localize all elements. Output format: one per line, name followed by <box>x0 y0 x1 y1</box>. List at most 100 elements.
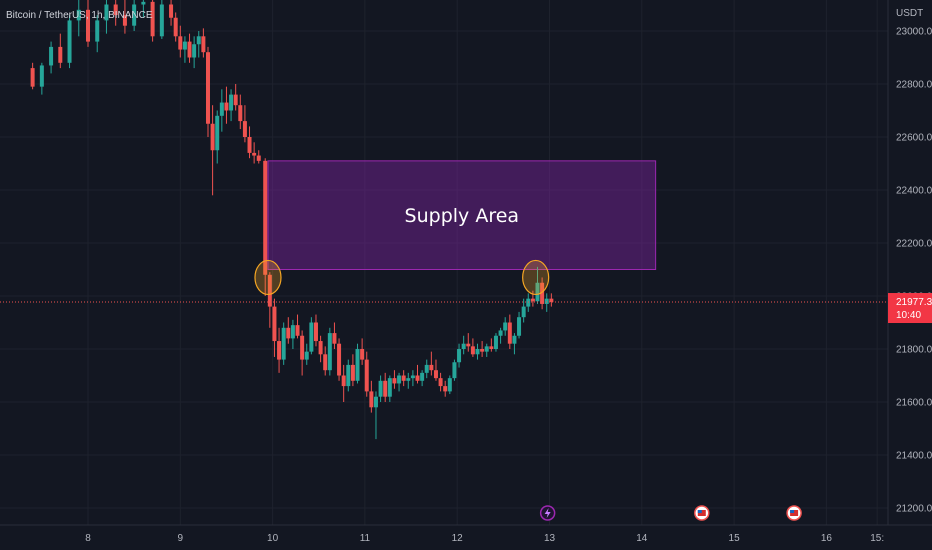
candle-body[interactable] <box>498 330 503 336</box>
candle-body[interactable] <box>443 386 448 392</box>
time-axis[interactable]: 8 9 10 11 12 13 14 15 16 15: <box>0 524 932 550</box>
candle-body[interactable] <box>346 364 351 387</box>
candle-body[interactable] <box>192 44 197 58</box>
candle-body[interactable] <box>493 335 498 349</box>
candle-body[interactable] <box>267 274 272 307</box>
candle-body[interactable] <box>480 349 485 352</box>
candle-body[interactable] <box>304 351 309 360</box>
candle-body[interactable] <box>219 102 224 116</box>
candle-body[interactable] <box>332 333 337 344</box>
candle-body[interactable] <box>457 349 462 363</box>
candle-body[interactable] <box>406 378 411 381</box>
candle-body[interactable] <box>466 343 471 347</box>
candle-body[interactable] <box>281 327 286 360</box>
candle-body[interactable] <box>489 346 494 349</box>
candle-body[interactable] <box>215 115 220 151</box>
candle-body[interactable] <box>95 20 100 42</box>
candle-body[interactable] <box>350 364 355 381</box>
candle-body[interactable] <box>503 322 508 331</box>
candle-body[interactable] <box>238 105 243 122</box>
candle-body[interactable] <box>318 341 323 355</box>
candle-body[interactable] <box>360 349 365 360</box>
candle-body[interactable] <box>300 335 305 360</box>
candle-body[interactable] <box>159 4 164 37</box>
candle-body[interactable] <box>387 378 392 397</box>
candle-body[interactable] <box>429 364 434 371</box>
candle-body[interactable] <box>104 4 109 21</box>
candle-body[interactable] <box>433 370 438 379</box>
candle-body[interactable] <box>410 375 415 379</box>
candle-body[interactable] <box>461 343 466 349</box>
candle-body[interactable] <box>295 325 300 336</box>
candle-body[interactable] <box>517 317 522 336</box>
candle-body[interactable] <box>201 36 206 53</box>
candle-body[interactable] <box>247 137 252 153</box>
candle-body[interactable] <box>327 333 332 371</box>
candle-body[interactable] <box>229 94 234 111</box>
candle-body[interactable] <box>535 282 540 302</box>
candle-body[interactable] <box>530 298 535 302</box>
candle-body[interactable] <box>141 1 146 5</box>
candle-body[interactable] <box>196 36 201 45</box>
candle-body[interactable] <box>447 378 452 392</box>
candle-body[interactable] <box>272 306 277 342</box>
candle-body[interactable] <box>337 343 342 376</box>
candle-body[interactable] <box>420 372 425 381</box>
candle-body[interactable] <box>242 121 247 137</box>
candle-body[interactable] <box>475 349 480 355</box>
candle-body[interactable] <box>67 20 72 63</box>
candle-body[interactable] <box>290 325 295 339</box>
candle-body[interactable] <box>355 349 360 381</box>
candle-body[interactable] <box>452 362 457 379</box>
candle-body[interactable] <box>150 1 155 37</box>
candle-body[interactable] <box>364 359 369 392</box>
candle-body[interactable] <box>286 327 291 339</box>
candle-body[interactable] <box>401 375 406 381</box>
candle-body[interactable] <box>256 155 261 161</box>
candle-body[interactable] <box>49 46 54 66</box>
candle-body[interactable] <box>277 341 282 360</box>
candle-body[interactable] <box>132 4 137 26</box>
candle-body[interactable] <box>369 391 374 408</box>
candle-body[interactable] <box>30 68 35 87</box>
candle-body[interactable] <box>309 322 314 352</box>
candle-body[interactable] <box>58 46 63 63</box>
candle-body[interactable] <box>512 335 517 344</box>
supply-zone[interactable]: Supply Area <box>267 160 657 271</box>
candle-body[interactable] <box>263 160 268 275</box>
candle-body[interactable] <box>549 298 554 303</box>
candle-body[interactable] <box>210 123 215 151</box>
candle-body[interactable] <box>39 65 44 87</box>
candle-body[interactable] <box>313 322 318 342</box>
supply-zone-rect[interactable] <box>267 160 657 271</box>
candles[interactable] <box>30 0 554 440</box>
candle-body[interactable] <box>415 375 420 381</box>
candle-body[interactable] <box>173 17 178 37</box>
candle-body[interactable] <box>470 346 475 355</box>
candle-body[interactable] <box>438 378 443 387</box>
candle-body[interactable] <box>169 4 174 18</box>
candle-body[interactable] <box>383 380 388 397</box>
candle-body[interactable] <box>521 306 526 318</box>
candle-body[interactable] <box>397 375 402 384</box>
candle-body[interactable] <box>507 322 512 344</box>
candle-body[interactable] <box>378 380 383 397</box>
candle-body[interactable] <box>182 41 187 50</box>
candle-body[interactable] <box>76 9 81 21</box>
candle-body[interactable] <box>252 152 257 156</box>
candle-body[interactable] <box>373 396 378 408</box>
candle-body[interactable] <box>392 378 397 384</box>
candle-body[interactable] <box>205 52 210 124</box>
candle-body[interactable] <box>233 94 238 106</box>
candle-body[interactable] <box>424 364 429 373</box>
candle-body[interactable] <box>122 15 127 26</box>
candle-body[interactable] <box>341 375 346 387</box>
candle-body[interactable] <box>86 9 90 42</box>
candle-body[interactable] <box>526 298 531 307</box>
event-markers[interactable] <box>539 505 802 521</box>
candle-body[interactable] <box>187 41 192 58</box>
candle-body[interactable] <box>178 36 183 50</box>
candle-body[interactable] <box>484 346 489 352</box>
candle-body[interactable] <box>544 298 549 304</box>
